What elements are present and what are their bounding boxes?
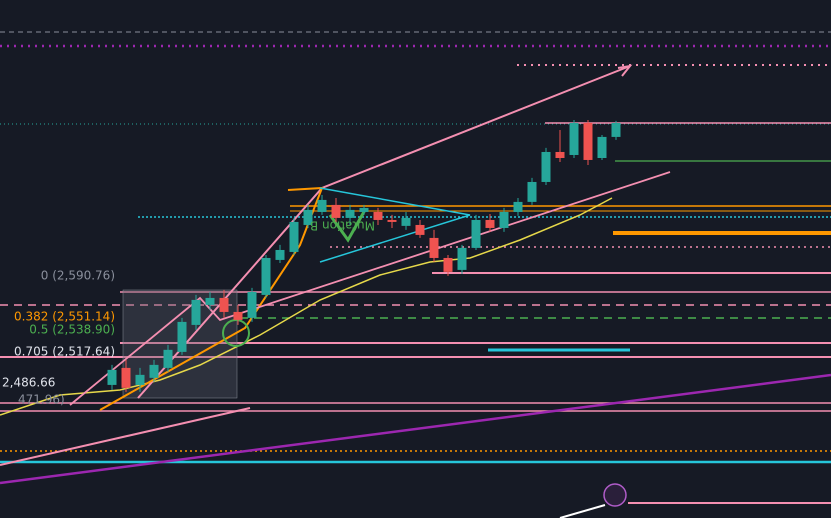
candle-body [387,219,397,222]
triangle [319,187,471,263]
candle-body [219,297,229,312]
fib-label: 0.5 (2,538.90) [29,323,115,337]
candle-body [373,211,383,220]
candle-body [555,151,565,158]
candle-body [401,217,411,226]
fib-label: 0.382 (2,551.14) [14,310,115,324]
candle-body [597,136,607,158]
fib-label: 0 (2,590.76) [41,269,115,283]
candle-body [205,297,215,305]
candle-body [163,349,173,368]
event-icon [603,483,627,507]
pattern-label: Mutation B [310,219,375,233]
arrow-head [617,64,633,77]
trend-line [0,373,831,485]
candle-body [233,311,243,320]
candle-body [457,247,467,270]
candle-body [499,211,509,228]
candle-body [541,151,551,182]
candle-body [191,299,201,325]
labels: 0 (2,590.76) 0.382 (2,551.14) 0.5 (2,538… [2,219,375,407]
moving-average [0,197,613,416]
marker [222,319,250,347]
candle-body [317,199,327,212]
candle-body [149,364,159,378]
candle-body [485,219,495,228]
fib-label: 471.96) [18,393,65,407]
candle-body [359,207,369,212]
trend-line [0,407,251,466]
candle-body [611,122,621,137]
candle-body [275,249,285,260]
candle-body [415,224,425,235]
candle-body [107,369,117,385]
candles [107,120,621,392]
pattern-mark [328,209,367,243]
fib-label: 0.705 (2,517.64) [14,345,115,359]
candle-body [135,374,145,385]
candle-body [527,181,537,202]
candle-body [247,291,257,318]
candle-body [177,321,187,352]
candle-body [331,204,341,218]
candle-body [289,221,299,252]
zigzag [99,186,324,411]
candle-body [443,257,453,272]
candle-body [303,209,313,225]
candle-body [121,367,131,388]
candle-body [583,122,593,160]
candle-body [513,201,523,212]
trend-line [559,504,606,518]
candle-body [261,257,271,295]
candle-body [569,122,579,155]
drawings [0,31,831,518]
candle-body [471,219,481,248]
candle-body [345,209,355,218]
candle-body [429,237,439,258]
fib-label: 2,486.66 [2,376,55,390]
